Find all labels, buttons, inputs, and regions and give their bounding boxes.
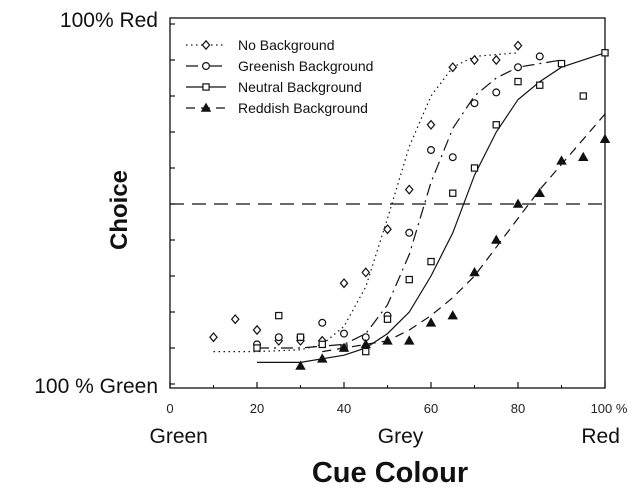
circle-point: [427, 146, 436, 155]
fit-curve-circle: [257, 59, 562, 349]
square-point: [383, 315, 392, 323]
y-axis-title: Choice: [106, 170, 133, 250]
triangle-point: [338, 342, 350, 352]
series-layer: [209, 40, 611, 370]
circle-point: [448, 153, 457, 162]
diamond-point: [209, 332, 218, 343]
diamond-point: [491, 54, 501, 66]
circle-point: [492, 88, 501, 97]
legend: No Background Greenish Background Neutral …: [186, 37, 373, 116]
diamond-point: [426, 119, 436, 130]
diamond-point: [252, 324, 262, 336]
triangle-point: [491, 234, 502, 244]
circle-point: [535, 52, 544, 61]
square-point: [253, 344, 261, 352]
series-triangle: [295, 113, 611, 370]
square-point: [492, 121, 500, 129]
series-diamond: [209, 40, 523, 353]
fit-curve-diamond: [213, 52, 519, 353]
square-point: [514, 77, 522, 86]
triangle-point: [599, 133, 611, 143]
diamond-point: [339, 278, 349, 289]
x-tick-label: 100 %: [591, 401, 628, 416]
diamond-point: [448, 62, 458, 73]
triangle-point: [317, 353, 328, 363]
circle-point: [340, 329, 349, 338]
fit-curve-triangle: [322, 113, 606, 353]
legend-circle-marker: [202, 61, 211, 70]
triangle-point: [425, 317, 437, 327]
square-point: [579, 92, 587, 100]
square-point: [362, 347, 370, 356]
diamond-point: [404, 184, 414, 195]
circle-point: [470, 99, 479, 108]
diamond-point: [361, 267, 371, 278]
legend-diamond-marker: [201, 39, 211, 51]
square-point: [275, 311, 283, 320]
triangle-point: [382, 335, 393, 345]
square-point: [470, 164, 479, 172]
series-circle: [253, 52, 562, 349]
x-category-labels: Green Grey Red: [150, 425, 620, 448]
triangle-point: [578, 151, 589, 161]
triangle-point: [360, 338, 371, 349]
diamond-point: [230, 314, 240, 325]
legend-label: No Background: [238, 37, 335, 53]
triangle-point: [534, 187, 545, 197]
circle-point: [274, 333, 283, 342]
triangle-point: [556, 155, 567, 165]
square-point: [536, 81, 544, 89]
x-category-label: Green: [150, 425, 208, 448]
ticks-layer: [169, 23, 606, 388]
square-point: [296, 333, 305, 341]
x-category-label: Grey: [378, 425, 424, 448]
circle-point: [318, 318, 327, 327]
square-point: [427, 257, 435, 266]
legend-square-marker: [202, 83, 210, 91]
x-tick-label: 40: [337, 401, 351, 416]
square-point: [601, 49, 609, 57]
square-point: [449, 189, 457, 197]
diamond-point: [513, 40, 523, 51]
legend-label: Greenish Background: [238, 58, 373, 74]
diamond-point: [383, 224, 392, 235]
x-tick-label: 0: [166, 401, 173, 416]
x-tick-label: 80: [511, 401, 525, 416]
square-point: [405, 275, 413, 284]
square-point: [557, 59, 566, 68]
triangle-point: [512, 198, 524, 208]
y-top-label: 100% Red: [60, 9, 158, 32]
legend-label: Reddish Background: [238, 100, 368, 116]
x-category-label: Red: [581, 425, 620, 448]
triangle-point: [469, 266, 480, 277]
x-tick-label: 20: [250, 401, 264, 416]
x-axis-title: Cue Colour: [312, 457, 468, 488]
triangle-point: [295, 360, 306, 370]
legend-triangle-marker: [200, 102, 212, 112]
y-bottom-label: 100 % Green: [34, 375, 158, 398]
circle-point: [405, 228, 414, 237]
circle-point: [513, 63, 522, 72]
square-point: [318, 340, 326, 349]
x-tick-labels: 0 20 40 60 80 100 %: [166, 401, 627, 416]
x-tick-label: 60: [424, 401, 438, 416]
triangle-point: [404, 335, 415, 345]
plot-area-frame: [169, 17, 606, 389]
series-square: [253, 49, 609, 363]
diamond-point: [470, 54, 479, 66]
legend-label: Neutral Background: [238, 79, 362, 95]
triangle-point: [447, 310, 458, 320]
